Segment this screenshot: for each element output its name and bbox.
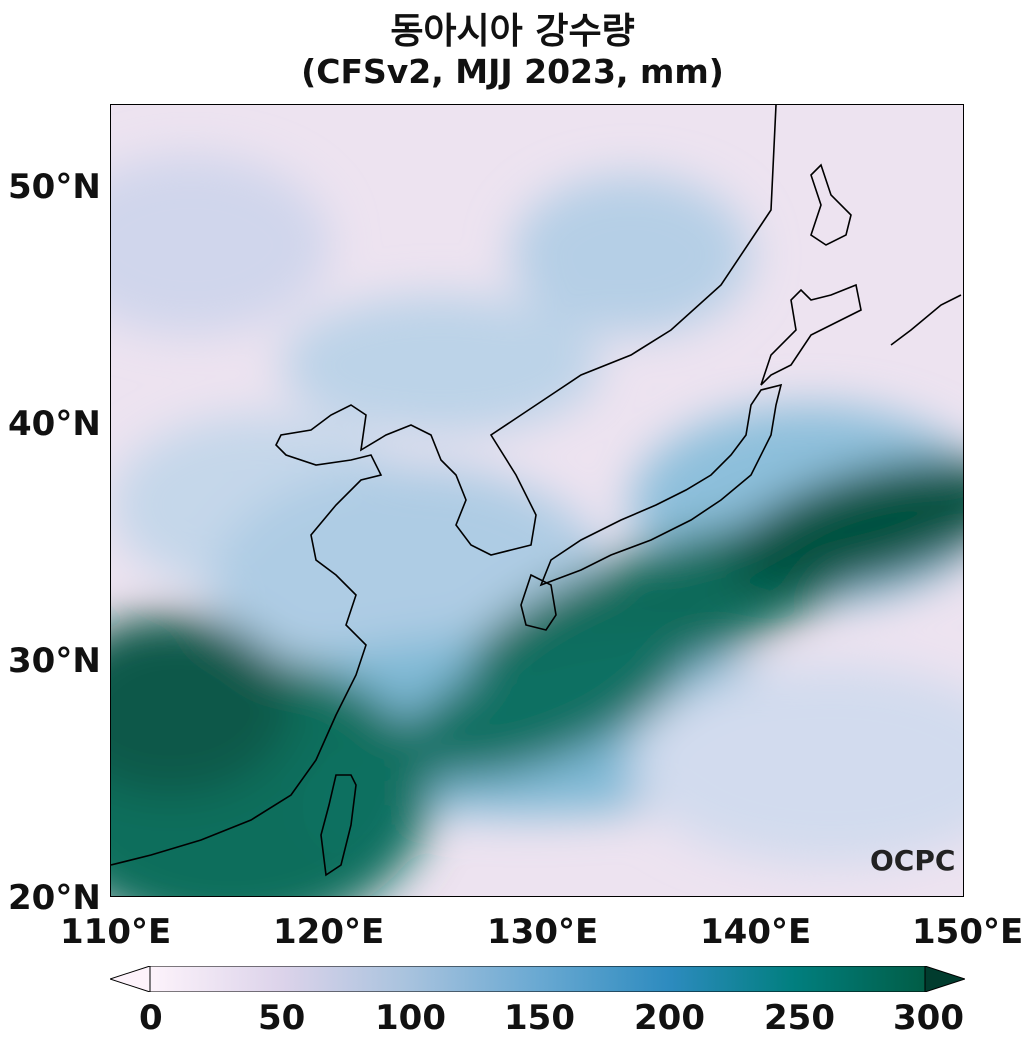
colorbar-tick-100: 100 xyxy=(375,998,446,1038)
colorbar xyxy=(110,966,965,992)
colorbar-tick-200: 200 xyxy=(634,998,705,1038)
lon-tick-120: 120°E xyxy=(273,912,385,952)
lat-tick-30: 30°N xyxy=(8,641,101,681)
lat-tick-20: 20°N xyxy=(8,878,101,918)
colorbar-tick-150: 150 xyxy=(504,998,575,1038)
colorbar-tick-250: 250 xyxy=(764,998,835,1038)
lat-tick-50: 50°N xyxy=(8,167,101,207)
map-subtitle: (CFSv2, MJJ 2023, mm) xyxy=(301,52,724,91)
colorbar-gradient xyxy=(149,966,926,992)
lon-tick-130: 130°E xyxy=(487,912,599,952)
precipitation-map xyxy=(110,104,964,897)
colorbar-tick-50: 50 xyxy=(258,998,306,1038)
lon-tick-110: 110°E xyxy=(60,912,172,952)
colorbar-tick-0: 0 xyxy=(139,998,163,1038)
lon-tick-140: 140°E xyxy=(700,912,812,952)
colorbar-tick-300: 300 xyxy=(893,998,964,1038)
ocpc-logo: OCPC xyxy=(870,844,956,877)
map-title: 동아시아 강수량 xyxy=(390,11,635,52)
coastlines xyxy=(111,105,962,877)
colorbar-max-arrow xyxy=(924,966,965,992)
lon-tick-150: 150°E xyxy=(912,912,1024,952)
colorbar-min-arrow xyxy=(110,966,151,992)
precipitation-field xyxy=(111,155,963,896)
lat-tick-40: 40°N xyxy=(8,404,101,444)
